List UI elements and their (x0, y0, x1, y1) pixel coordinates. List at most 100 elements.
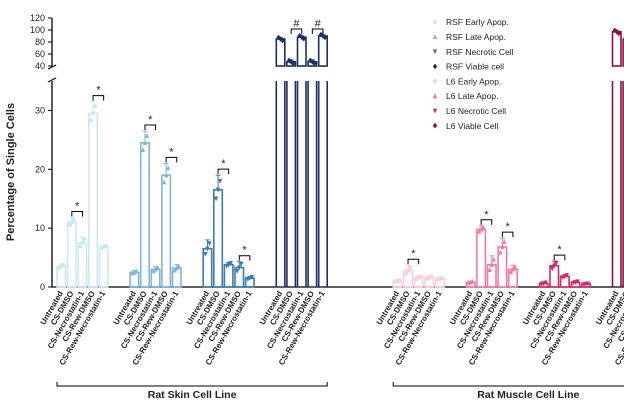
bar (202, 239, 213, 288)
y-tick-label: 120 (30, 13, 45, 23)
bar-rect (213, 189, 224, 288)
bar (213, 174, 224, 288)
significance-bracket: * (165, 146, 178, 163)
group-label: Rat Skin Cell Line (148, 389, 237, 401)
data-point (80, 240, 85, 246)
legend-item: RSF Early Apop. (432, 17, 509, 27)
bar (296, 32, 307, 287)
data-point (207, 241, 212, 247)
data-point (249, 274, 255, 280)
significance-label: * (506, 221, 511, 233)
y-tick-label: 20 (35, 164, 45, 174)
bar (570, 279, 581, 288)
significance-label: * (221, 158, 226, 170)
data-point (552, 263, 557, 269)
significance-label: * (242, 245, 247, 257)
significance-label: * (169, 146, 174, 158)
significance-bracket: * (238, 245, 251, 261)
bar (497, 237, 508, 288)
bar (275, 34, 286, 287)
data-point (235, 268, 240, 274)
axis-break-mark (47, 77, 57, 83)
data-point (418, 274, 423, 279)
bar (465, 278, 476, 288)
y-tick-label: 40 (35, 61, 45, 71)
data-point (489, 261, 494, 267)
data-point (500, 244, 505, 250)
x-tick-labels: UntreatedCS-DMSOCS-Necrostatin-1CS-Rew-D… (39, 289, 624, 367)
significance-bracket: # (290, 18, 303, 34)
bar (66, 217, 77, 288)
data-point (512, 264, 518, 270)
legend: RSF Early Apop. RSF Late Apop. RSF Necroti… (432, 17, 514, 131)
significance-label: * (75, 201, 80, 213)
data-point (142, 140, 148, 145)
bar (549, 260, 560, 288)
data-point (155, 264, 160, 270)
bracket-line (311, 28, 324, 34)
legend-item: L6 Viable Cell (432, 121, 498, 131)
legend-label: L6 Necrotic Cell (446, 106, 506, 116)
data-point (554, 260, 559, 266)
group-bracket (56, 382, 328, 387)
data-point (491, 256, 496, 262)
data-point (616, 30, 621, 37)
data-point (140, 147, 146, 153)
bar (611, 27, 622, 287)
bar-rect (476, 228, 487, 288)
data-point (564, 273, 570, 279)
data-point (432, 49, 438, 55)
data-point (237, 265, 242, 271)
bracket-line (290, 28, 303, 34)
bar (223, 261, 234, 288)
data-point (432, 108, 438, 114)
data-point (397, 278, 402, 283)
bar (234, 261, 245, 288)
bar-rect (622, 38, 624, 67)
bar (434, 275, 445, 288)
data-point (61, 262, 66, 268)
data-point (301, 35, 306, 42)
bar (402, 264, 414, 288)
data-point (82, 237, 87, 242)
legend-label: RSF Necrotic Cell (446, 47, 514, 57)
y-tick-label: 0 (40, 282, 45, 292)
bar (77, 236, 88, 288)
data-point (429, 274, 434, 279)
significance-bracket: * (407, 248, 420, 265)
group-label: Rat Muscle Cell Line (477, 389, 579, 401)
bar (171, 263, 182, 288)
legend-label: RSF Late Apop. (446, 32, 506, 42)
legend-item: RSF Viable cell (432, 62, 504, 72)
legend-label: RSF Viable cell (446, 62, 504, 72)
bar (161, 162, 172, 288)
data-point (432, 63, 438, 70)
legend-item: L6 Late Apop. (432, 91, 498, 101)
group-labels: Rat Skin Cell Line Rat Muscle Cell Line (56, 382, 624, 401)
bracket-line (144, 124, 157, 131)
bar (56, 262, 67, 288)
bracket-line (553, 254, 566, 261)
significance-label: * (96, 85, 101, 97)
data-point (502, 238, 507, 244)
bracket-line (217, 168, 230, 175)
y-tick-label: 80 (35, 37, 45, 47)
significance-label: * (148, 114, 153, 126)
data-point (403, 271, 409, 276)
bar-series (56, 27, 624, 288)
significance-label: * (484, 209, 489, 221)
significance-label: * (411, 248, 416, 260)
bar (88, 101, 99, 288)
data-point (215, 187, 221, 193)
bracket-line (501, 231, 514, 238)
data-point (205, 246, 210, 252)
data-point (407, 265, 413, 270)
y-tick-label: 60 (35, 49, 45, 59)
bar-rect (161, 174, 172, 288)
significance-bracket: * (92, 85, 105, 101)
bar (150, 264, 161, 288)
data-point (278, 36, 283, 42)
data-point (432, 19, 438, 25)
bar (559, 273, 570, 288)
